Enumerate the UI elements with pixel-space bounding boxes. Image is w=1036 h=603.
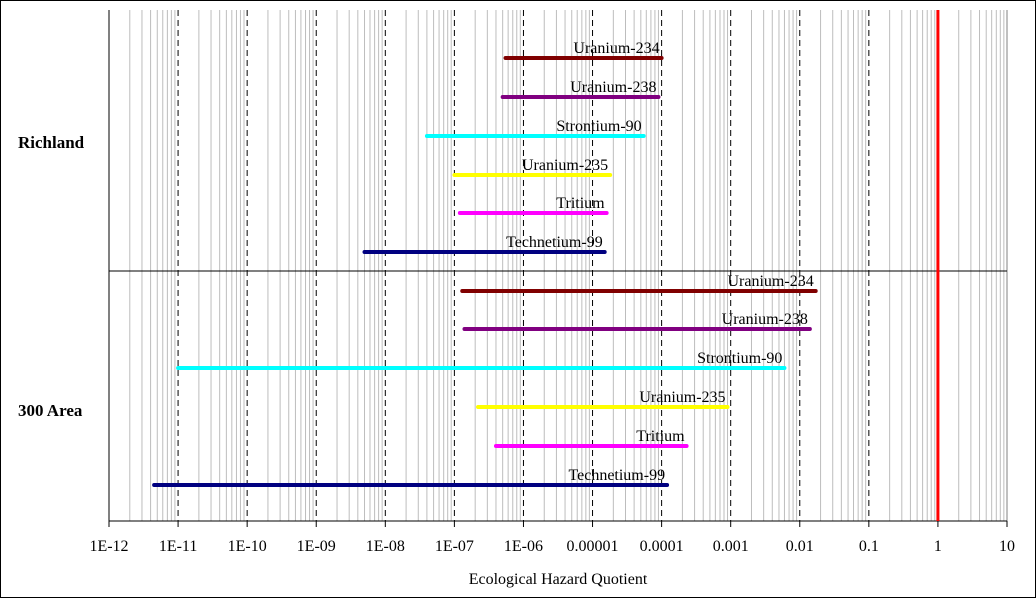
bar-label: Technetium-99 [506, 234, 603, 251]
x-tick-label: 1E-10 [228, 538, 267, 555]
x-axis-title: Ecological Hazard Quotient [469, 571, 648, 588]
bar-label: Tritium [636, 428, 685, 445]
x-tick-label: 1E-06 [504, 538, 543, 555]
x-tick-label: 1E-09 [297, 538, 336, 555]
label-layer: Richland Uranium-234 Uranium-238 Strontium-… [18, 40, 814, 484]
x-tick-label: 0.001 [713, 538, 749, 555]
bar-label: Uranium-235 [522, 157, 608, 174]
group-label: Richland [18, 133, 85, 152]
x-tick-label: 0.01 [786, 538, 814, 555]
bar-label: Strontium-90 [697, 350, 782, 367]
x-tick-label: 1E-08 [366, 538, 405, 555]
bar-label: Uranium-238 [722, 311, 808, 328]
bar-label: Technetium-99 [568, 467, 665, 484]
bar-label: Uranium-234 [573, 40, 659, 57]
bar-label: Uranium-238 [570, 79, 656, 96]
bar-label: Strontium-90 [556, 118, 641, 135]
x-tick-label: 1E-11 [159, 538, 198, 555]
x-tick-label: 0.1 [859, 538, 879, 555]
x-tick-label: 0.0001 [640, 538, 684, 555]
axis-layer: 1E-12 1E-11 1E-10 1E-09 1E-08 1E-07 1E-06 0.000… [89, 10, 1015, 555]
x-tick-label: 10 [999, 538, 1015, 555]
x-tick-label: 1E-12 [89, 538, 128, 555]
bar-label: Tritium [556, 195, 605, 212]
x-tick-label: 0.00001 [567, 538, 619, 555]
bar-label: Uranium-234 [727, 273, 813, 290]
bar-label: Uranium-235 [639, 389, 725, 406]
bars-layer [152, 56, 818, 487]
group-label: 300 Area [18, 401, 83, 420]
x-tick-label: 1 [934, 538, 942, 555]
x-tick-label: 1E-07 [435, 538, 474, 555]
